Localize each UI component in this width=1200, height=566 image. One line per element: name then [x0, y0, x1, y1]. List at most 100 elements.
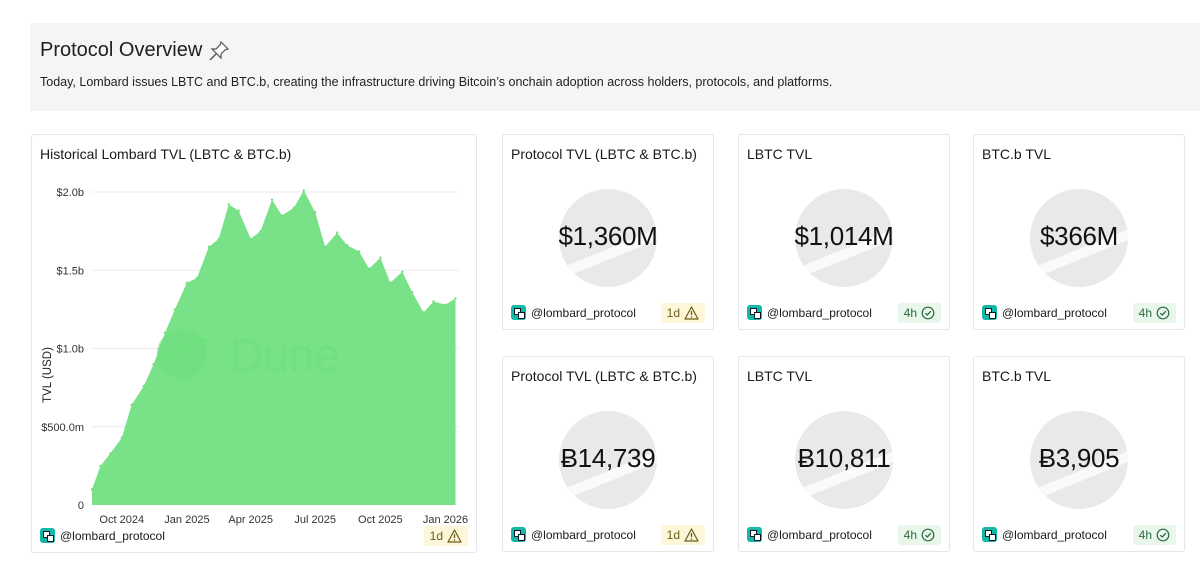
freshness-text: 4h [1138, 528, 1152, 542]
lombard-logo-icon [982, 305, 997, 320]
tvl-data-point[interactable] [249, 237, 252, 241]
check-circle-icon [1156, 306, 1170, 320]
tvl-data-point[interactable] [314, 211, 317, 214]
tvl-area-chart: Dune 0$500.0m$1.0b$1.5b$2.0b Oct 2024Jan… [41, 187, 468, 526]
counter-title[interactable]: LBTC TVL [747, 368, 813, 384]
freshness-badge[interactable]: 4h [897, 303, 941, 323]
overview-title: Protocol Overview [40, 39, 230, 62]
tvl-data-point[interactable] [411, 291, 414, 294]
y-tick-label: $500.0m [41, 422, 84, 434]
counter-value: Ƀ3,905 [1038, 443, 1120, 473]
tvl-data-point[interactable] [432, 300, 435, 303]
author-link[interactable]: @lombard_protocol [982, 305, 1107, 320]
protocol-overview-panel: Protocol Overview Today, Lombard issues … [30, 23, 1200, 111]
counter-card-footer: @lombard_protocol 1d [511, 303, 705, 323]
author-name: @lombard_protocol [767, 527, 872, 542]
chart-card-footer: @lombard_protocol 1d [40, 526, 468, 546]
freshness-badge[interactable]: 4h [897, 525, 941, 545]
tvl-data-point[interactable] [99, 464, 102, 468]
tvl-data-point[interactable] [292, 206, 296, 209]
freshness-badge[interactable]: 4h [1132, 303, 1176, 323]
y-tick-label: $1.0b [56, 344, 84, 356]
author-link[interactable]: @lombard_protocol [511, 305, 636, 320]
warning-icon [684, 306, 699, 320]
counter-value: $1,360M [558, 221, 658, 251]
author-link[interactable]: @lombard_protocol [982, 527, 1107, 542]
counter-title[interactable]: Protocol TVL (LBTC & BTC.b) [511, 368, 697, 384]
freshness-badge[interactable]: 1d [660, 525, 705, 545]
tvl-data-point[interactable] [323, 245, 327, 248]
tvl-data-point[interactable] [389, 281, 392, 284]
counter-card: Protocol TVL (LBTC & BTC.b) Ƀ14,739 @lomba… [502, 356, 714, 552]
author-link[interactable]: @lombard_protocol [747, 305, 872, 320]
tvl-data-point[interactable] [120, 436, 124, 439]
tvl-data-point[interactable] [444, 303, 447, 306]
x-tick-label: Jul 2025 [294, 514, 336, 526]
freshness-badge[interactable]: 1d [423, 526, 468, 546]
tvl-data-point[interactable] [217, 237, 220, 241]
tvl-data-point[interactable] [454, 297, 457, 300]
tvl-data-point[interactable] [345, 244, 349, 247]
tvl-data-point[interactable] [227, 203, 230, 206]
x-tick-label: Jan 2025 [164, 514, 209, 526]
counter-title[interactable]: BTC.b TVL [982, 146, 1051, 162]
tvl-data-point[interactable] [367, 267, 371, 270]
counter-value: $1,014M [794, 221, 894, 251]
tvl-data-point[interactable] [142, 384, 145, 388]
counter-card: Protocol TVL (LBTC & BTC.b) $1,360M @lomba… [502, 134, 714, 330]
freshness-text: 4h [1138, 306, 1152, 320]
check-circle-icon [921, 306, 935, 320]
counter-background-graphic [1030, 189, 1128, 287]
author-link[interactable]: @lombard_protocol [511, 527, 636, 542]
x-tick-label: Oct 2024 [99, 514, 144, 526]
counter-background-graphic [559, 411, 657, 509]
counter-value: $366M [1040, 221, 1118, 251]
tvl-data-point[interactable] [185, 281, 189, 284]
counter-background-graphic [559, 189, 657, 287]
tvl-data-point[interactable] [422, 311, 425, 314]
x-tick-label: Jan 2026 [423, 514, 468, 526]
tvl-data-point[interactable] [130, 403, 133, 406]
lombard-logo-icon [40, 528, 55, 543]
tvl-data-point[interactable] [302, 189, 305, 192]
counter-title[interactable]: Protocol TVL (LBTC & BTC.b) [511, 146, 697, 162]
tvl-data-point[interactable] [152, 363, 155, 366]
y-tick-label: $2.0b [56, 187, 84, 199]
author-name: @lombard_protocol [767, 305, 872, 320]
x-tick-label: Apr 2025 [228, 514, 273, 526]
tvl-data-point[interactable] [270, 198, 274, 201]
author-link[interactable]: @lombard_protocol [40, 528, 165, 543]
overview-title-text: Protocol Overview [40, 39, 203, 61]
tvl-data-point[interactable] [90, 488, 94, 491]
counter-card: LBTC TVL $1,014M @lombard_protocol 4h [738, 134, 950, 330]
tvl-data-point[interactable] [195, 276, 199, 280]
tvl-data-point[interactable] [357, 250, 361, 253]
chart-title[interactable]: Historical Lombard TVL (LBTC & BTC.b) [40, 146, 292, 162]
freshness-text: 1d [429, 529, 443, 543]
freshness-text: 4h [903, 306, 917, 320]
y-tick-label: $1.5b [56, 265, 84, 277]
author-link[interactable]: @lombard_protocol [747, 527, 872, 542]
tvl-data-point[interactable] [237, 209, 240, 212]
tvl-data-point[interactable] [335, 231, 339, 234]
tvl-area-series[interactable] [92, 190, 456, 505]
counter-card-footer: @lombard_protocol 4h [982, 303, 1176, 323]
freshness-badge[interactable]: 4h [1132, 525, 1176, 545]
tvl-data-point[interactable] [401, 270, 404, 273]
lombard-logo-icon [747, 305, 762, 320]
tvl-data-point[interactable] [173, 308, 177, 311]
author-name: @lombard_protocol [1002, 527, 1107, 542]
counter-title[interactable]: LBTC TVL [747, 146, 813, 162]
lombard-logo-icon [982, 527, 997, 542]
freshness-badge[interactable]: 1d [660, 303, 705, 323]
check-circle-icon [1156, 528, 1170, 542]
tvl-data-point[interactable] [379, 256, 382, 259]
tvl-data-point[interactable] [163, 331, 167, 334]
counter-title[interactable]: BTC.b TVL [982, 368, 1051, 384]
tvl-data-point[interactable] [207, 245, 211, 248]
freshness-text: 4h [903, 528, 917, 542]
tvl-data-point[interactable] [259, 229, 262, 233]
counter-card-footer: @lombard_protocol 1d [511, 525, 705, 545]
tvl-data-point[interactable] [109, 452, 112, 455]
tvl-data-point[interactable] [280, 214, 284, 217]
